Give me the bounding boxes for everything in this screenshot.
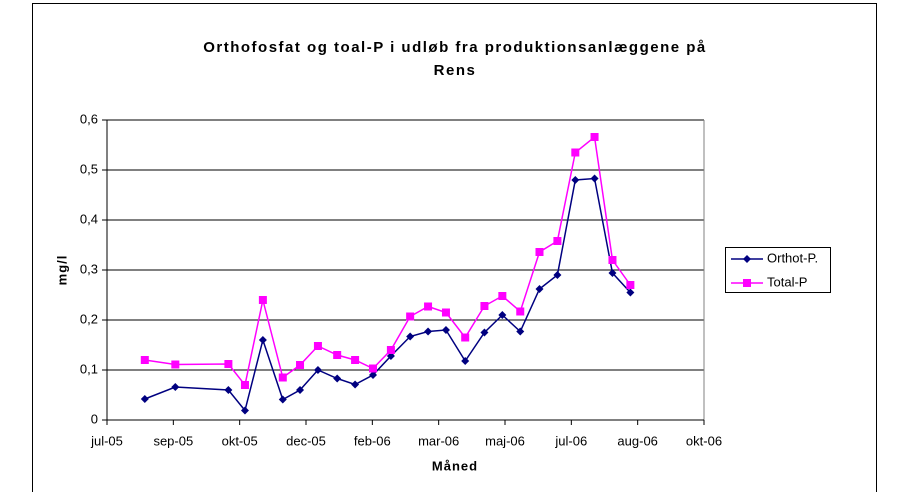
x-tick-label: mar-06 [418, 433, 459, 448]
marker [461, 333, 470, 342]
marker [571, 176, 580, 184]
legend-marker [743, 255, 751, 263]
marker [224, 386, 233, 394]
marker [333, 374, 342, 383]
marker [424, 302, 433, 311]
x-axis-title: Måned [432, 458, 478, 473]
marker [626, 281, 635, 289]
x-tick-label: okt-06 [686, 433, 722, 448]
legend-marker [743, 279, 751, 287]
marker [368, 364, 377, 373]
marker [480, 328, 489, 337]
marker [386, 346, 395, 354]
marker [258, 296, 267, 304]
marker [351, 356, 360, 364]
marker [608, 256, 617, 264]
x-tick-label: maj-06 [485, 433, 525, 448]
marker [278, 373, 287, 382]
marker [313, 342, 322, 350]
marker [333, 351, 342, 359]
marker [406, 312, 415, 321]
marker [608, 269, 617, 277]
marker [240, 406, 249, 415]
marker [224, 360, 233, 368]
marker [461, 357, 470, 365]
marker [313, 366, 322, 374]
y-tick-label: 0,3 [80, 261, 98, 276]
marker [626, 288, 635, 297]
marker [498, 292, 507, 300]
marker [535, 248, 544, 256]
y-axis-title: mg/l [54, 255, 69, 286]
marker [553, 237, 562, 245]
marker [441, 308, 450, 317]
marker [406, 332, 415, 341]
x-tick-label: jul-05 [90, 433, 123, 448]
marker [140, 356, 149, 364]
marker [590, 133, 599, 141]
marker [516, 307, 525, 316]
marker [498, 311, 507, 319]
marker [535, 285, 544, 293]
marker [278, 395, 287, 404]
marker [296, 361, 305, 369]
marker [258, 336, 267, 344]
marker [171, 360, 180, 369]
marker [590, 174, 599, 183]
marker [368, 371, 377, 379]
y-tick-label: 0,5 [80, 161, 98, 176]
x-tick-label: sep-05 [153, 433, 193, 448]
legend-label: Total-P [767, 274, 807, 289]
marker [571, 148, 580, 157]
x-tick-label: aug-06 [617, 433, 657, 448]
marker [140, 395, 149, 403]
marker [351, 380, 360, 389]
x-tick-label: jul-06 [554, 433, 587, 448]
legend-label: Orthot-P. [767, 250, 818, 265]
y-tick-label: 0,4 [80, 211, 98, 226]
marker [480, 302, 489, 310]
marker [553, 271, 562, 279]
y-tick-label: 0 [91, 411, 98, 426]
marker [441, 326, 450, 334]
marker [296, 386, 305, 394]
chart-title: Rens [434, 62, 477, 79]
y-tick-label: 0,2 [80, 311, 98, 326]
marker [171, 383, 180, 391]
chart-title: Orthofosfat og toal-P i udløb fra produk… [203, 39, 707, 56]
marker [516, 327, 525, 336]
y-tick-label: 0,1 [80, 361, 98, 376]
y-tick-label: 0,6 [80, 111, 98, 126]
x-tick-label: okt-05 [222, 433, 258, 448]
marker [424, 327, 433, 336]
x-tick-label: dec-05 [286, 433, 326, 448]
marker [240, 381, 249, 389]
x-tick-label: feb-06 [354, 433, 391, 448]
